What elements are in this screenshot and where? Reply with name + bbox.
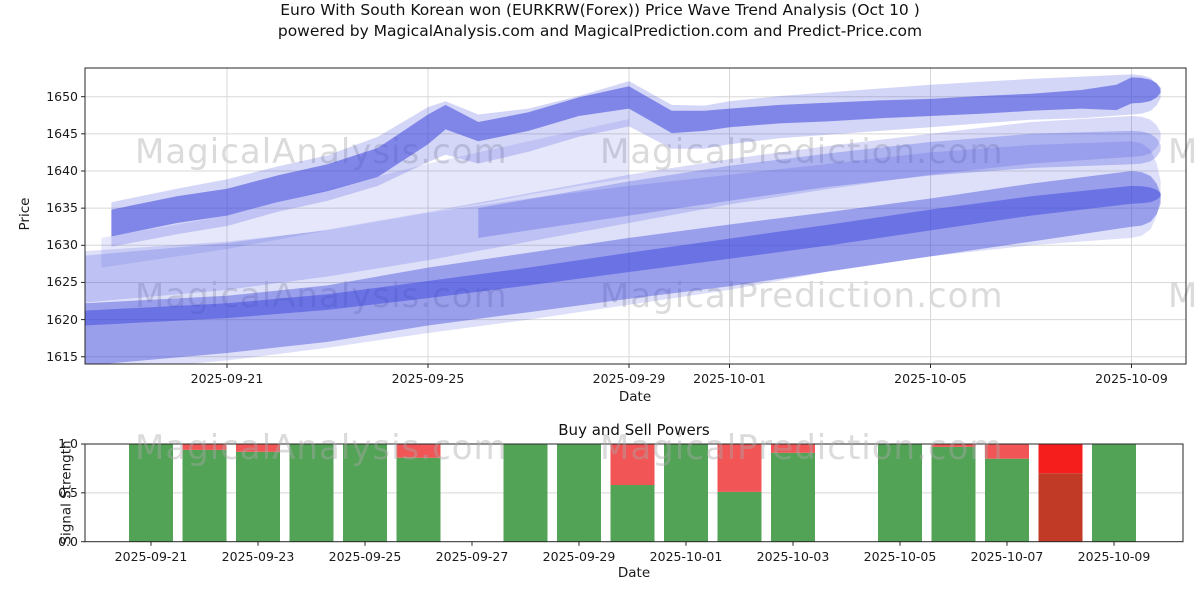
- price-ytick-label: 1650: [46, 88, 78, 104]
- price-ytick-label: 1635: [46, 200, 78, 216]
- power-bar-segment-green: [182, 449, 227, 542]
- power-ytick-label: 0.0: [58, 533, 78, 549]
- power-bar-segment-red: [236, 444, 280, 452]
- price-band-middle-light: [85, 116, 1161, 303]
- power-bar-segment-red: [182, 444, 227, 450]
- price-ytick-label: 1640: [46, 163, 78, 178]
- price-band-middle-medium: [478, 130, 1161, 238]
- power-xtick-label: 2025-10-01: [649, 548, 723, 564]
- price-axes-frame: [84, 67, 1187, 365]
- power-bar-segment-green: [1092, 444, 1136, 542]
- power-bar-segment-red_dark: [1038, 473, 1083, 542]
- watermark-prediction-row1: MagicalPrediction.com: [600, 132, 1004, 172]
- price-ytick-label: 1645: [46, 125, 78, 141]
- power-chart-title: Buy and Sell Powers: [558, 421, 710, 439]
- power-bar-segment-red: [931, 444, 976, 447]
- power-bar-segment-green: [610, 485, 655, 542]
- power-bar-segment-green: [931, 446, 976, 542]
- price-xtick-label: 2025-09-21: [190, 371, 264, 386]
- price-band-upper-core: [111, 77, 1161, 237]
- power-bar-segment-green: [771, 452, 815, 542]
- price-xtick-label: 2025-10-05: [894, 371, 967, 386]
- power-xtick-label: 2025-09-21: [114, 548, 188, 564]
- power-xtick-label: 2025-09-23: [221, 548, 295, 564]
- price-xtick-label: 2025-09-29: [592, 371, 666, 386]
- power-bar-segment-green: [985, 458, 1029, 542]
- watermark-partial-row1: M: [1168, 132, 1199, 172]
- power-bar-segment-green: [236, 451, 280, 542]
- price-xtick-label: 2025-09-25: [391, 371, 465, 386]
- power-bar-segment-red: [396, 444, 441, 458]
- power-xtick-label: 2025-10-09: [1077, 548, 1151, 564]
- power-bar-segment-green: [664, 444, 708, 542]
- power-xtick-label: 2025-10-03: [756, 548, 830, 564]
- watermark-analysis-row3: MagicalAnalysis.com: [135, 428, 508, 468]
- power-bar-segment-green: [557, 444, 601, 542]
- price-band-weave-light: [101, 119, 629, 268]
- power-xtick-label: 2025-09-25: [328, 548, 402, 564]
- power-bar-segment-green: [129, 444, 173, 542]
- title-line-2: powered by MagicalAnalysis.com and Magic…: [277, 22, 923, 40]
- title-line-1: Euro With South Korean won (EURKRW(Forex…: [280, 1, 920, 19]
- power-bar-segment-green: [396, 457, 441, 542]
- price-band-lower-dark-stripe: [85, 185, 1161, 326]
- price-xtick-label: 2025-10-01: [693, 371, 766, 386]
- power-bar-segment-red: [717, 444, 762, 492]
- power-bar-segment-green: [289, 444, 334, 542]
- power-xtick-label: 2025-09-29: [542, 548, 616, 564]
- price-xtick-label: 2025-10-09: [1095, 371, 1168, 386]
- power-bar-segment-green: [503, 444, 548, 542]
- price-ytick-label: 1630: [46, 237, 78, 253]
- power-bar-segment-green: [717, 491, 762, 542]
- price-band-lower-halo: [85, 141, 1161, 364]
- price-ytick-label: 1615: [46, 348, 78, 364]
- figure-title: Euro With South Korean won (EURKRW(Forex…: [0, 0, 1200, 42]
- watermark-analysis-row1: MagicalAnalysis.com: [135, 132, 508, 172]
- power-bar-segment-red: [985, 444, 1029, 459]
- power-bar-segment-green: [878, 444, 922, 542]
- top-date-axis-label: Date: [618, 389, 652, 405]
- price-axis-label: Price: [17, 197, 33, 231]
- power-bar-segment-green: [343, 444, 387, 542]
- power-ytick-label: 0.5: [58, 484, 78, 500]
- price-band-upper-halo: [111, 74, 1161, 247]
- power-xtick-label: 2025-10-05: [863, 548, 937, 564]
- power-bar-segment-red: [610, 444, 655, 485]
- power-ytick-label: 1.0: [58, 436, 78, 451]
- bottom-date-axis-label: Date: [617, 565, 651, 581]
- power-xtick-label: 2025-09-27: [435, 548, 509, 564]
- power-xtick-label: 2025-10-07: [970, 548, 1044, 564]
- power-bar-segment-red_bright: [1038, 444, 1083, 474]
- price-ytick-label: 1625: [46, 274, 78, 290]
- power-bar-segment-red: [771, 444, 815, 453]
- watermark-prediction-row3: MagicalPrediction.com: [600, 428, 1004, 468]
- price-ytick-label: 1620: [46, 311, 78, 327]
